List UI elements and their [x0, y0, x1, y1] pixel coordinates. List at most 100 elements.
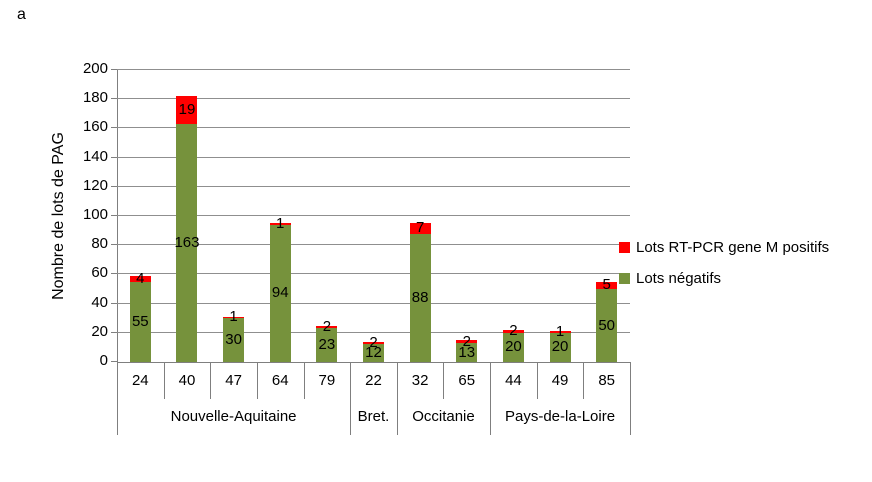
bar-value-label-positifs: 1 [276, 215, 285, 233]
x-tick-label: 85 [598, 372, 616, 389]
category-separator [163, 362, 165, 399]
bar-segment-negatifs [502, 332, 524, 362]
category-group-separator [350, 362, 352, 435]
bar-value-label-positifs: 4 [136, 269, 145, 287]
y-tick-label: 140 [82, 147, 108, 165]
y-tick-label: 20 [91, 322, 108, 340]
y-tick-label: 200 [82, 60, 108, 77]
y-tick-mark [111, 127, 117, 129]
category-separator [210, 362, 212, 399]
legend-marker [619, 241, 630, 253]
y-tick-mark [111, 215, 117, 216]
bar-segment-negatifs [409, 233, 431, 362]
bar-segment-positifs [409, 223, 431, 234]
x-tick-label: 49 [551, 372, 569, 389]
bar-value-label-positifs: 1 [555, 323, 565, 341]
bar-segment-positifs [269, 223, 291, 225]
gridline [117, 185, 630, 187]
y-tick-mark [111, 69, 117, 70]
figure-label: a [17, 6, 26, 23]
legend-item: Lots RT-PCR gene M positifs [619, 238, 829, 256]
bar-value-label-positifs: 2 [322, 317, 332, 335]
category-separator [443, 362, 445, 399]
region-label: Nouvelle-Aquitaine [170, 408, 297, 425]
bar-segment-positifs [129, 275, 151, 282]
bar-value-label-positifs: 7 [415, 219, 425, 237]
y-axis-line [117, 70, 118, 435]
y-tick-mark [111, 98, 117, 100]
region-label: Occitanie [412, 408, 475, 425]
category-group-separator [490, 362, 492, 435]
bar-segment-positifs [363, 341, 384, 345]
y-tick-mark [111, 244, 117, 246]
bar-value-label-negatifs: 20 [551, 338, 569, 356]
y-tick-label: 100 [82, 206, 108, 223]
gridline [117, 273, 630, 275]
category-group-separator [117, 362, 118, 435]
legend-label: Lots négatifs [636, 269, 722, 287]
category-separator [303, 362, 305, 399]
bar-segment-positifs [176, 96, 198, 124]
y-tick-label: 180 [82, 89, 108, 107]
x-tick-label: 64 [271, 372, 289, 389]
y-tick-mark [111, 185, 117, 187]
category-group-separator [630, 362, 631, 435]
bar-segment-positifs [502, 329, 524, 333]
region-label: Pays-de-la-Loire [505, 408, 616, 425]
bar-segment-negatifs [316, 328, 338, 362]
y-tick-label: 40 [91, 293, 108, 311]
category-separator [536, 362, 538, 399]
y-tick-label: 120 [82, 176, 108, 194]
bar-segment-negatifs [549, 332, 571, 362]
x-tick-label: 47 [225, 372, 242, 389]
bar-value-label-negatifs: 55 [131, 312, 149, 330]
bar-value-label-negatifs: 30 [225, 331, 242, 349]
bar-segment-negatifs [269, 224, 291, 362]
bar-segment-negatifs [596, 289, 618, 362]
bar-segment-negatifs [456, 343, 478, 362]
legend-marker [619, 272, 630, 284]
bar-segment-negatifs [223, 318, 245, 362]
region-label: Bret. [357, 408, 390, 425]
x-tick-label: 24 [131, 372, 149, 389]
gridline [117, 127, 630, 129]
category-separator [583, 362, 585, 399]
bar-value-label-positifs: 1 [229, 308, 238, 326]
legend-item: Lots négatifs [619, 269, 721, 287]
bar-segment-positifs [456, 340, 478, 343]
plot-area: 4 55 19 163 1 30 1 94 2 23 2 12 7 88 2 13 2 20 1 20 5 50 [117, 69, 630, 363]
bar-value-label-positifs: 2 [462, 332, 471, 350]
bar-value-label-negatifs: 88 [411, 288, 429, 306]
bar-segment-negatifs [129, 281, 151, 362]
y-tick-mark [111, 331, 117, 333]
category-group-separator [396, 362, 398, 435]
x-tick-label: 65 [458, 372, 476, 389]
x-axis-line [117, 362, 630, 363]
x-tick-label: 79 [318, 372, 336, 389]
bar-value-label-positifs: 19 [178, 101, 196, 119]
gridline [117, 69, 630, 70]
bar-value-label-negatifs: 94 [271, 284, 289, 302]
y-tick-mark [111, 273, 117, 275]
bar-segment-positifs [223, 316, 245, 319]
gridline [117, 331, 630, 333]
gridline [117, 98, 630, 100]
y-tick-label: 160 [82, 118, 108, 136]
gridline [117, 156, 630, 158]
x-tick-label: 32 [411, 372, 429, 389]
bar-value-label-negatifs: 20 [505, 338, 522, 356]
x-tick-label: 40 [178, 372, 196, 389]
bar-segment-negatifs [363, 344, 384, 362]
gridline [117, 302, 630, 304]
bar-value-label-negatifs: 163 [174, 234, 200, 251]
y-tick-label: 60 [91, 264, 108, 282]
bar-segment-negatifs [176, 124, 198, 362]
bar-value-label-negatifs: 50 [598, 316, 616, 334]
legend-label: Lots RT-PCR gene M positifs [636, 238, 830, 256]
y-tick-mark [111, 302, 117, 304]
bar-value-label-positifs: 5 [602, 276, 611, 294]
bar-segment-positifs [316, 325, 338, 329]
y-tick-label: 80 [91, 235, 108, 253]
category-separator [256, 362, 258, 399]
